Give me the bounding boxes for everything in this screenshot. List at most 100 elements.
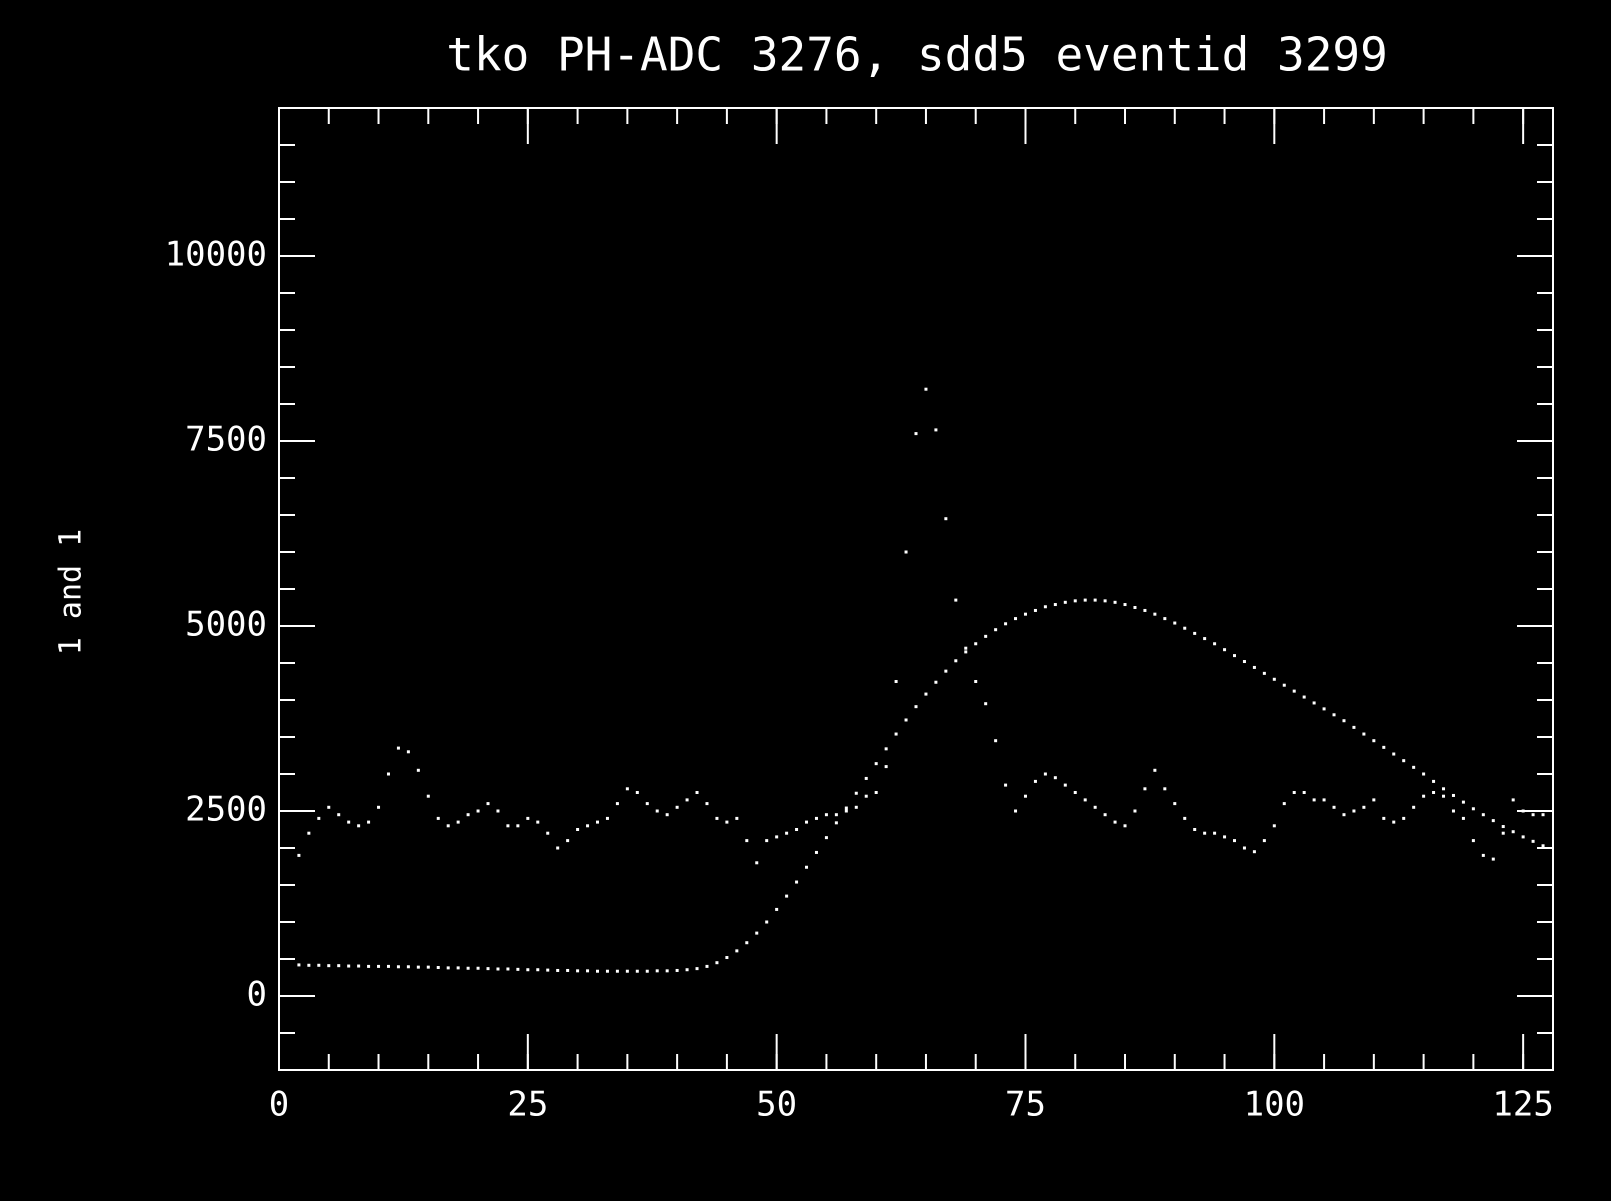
- data-point: [745, 839, 749, 843]
- data-point: [864, 794, 868, 798]
- data-point: [576, 828, 580, 831]
- data-point: [1491, 819, 1495, 823]
- data-point: [1173, 802, 1177, 806]
- data-point: [844, 806, 848, 810]
- data-point: [775, 835, 779, 839]
- y-axis-label: 1 and 1: [54, 529, 89, 655]
- data-point: [1501, 831, 1505, 835]
- data-point: [496, 809, 500, 813]
- data-point: [894, 732, 898, 736]
- data-point: [456, 820, 460, 824]
- data-point: [745, 941, 749, 945]
- data-point: [1004, 622, 1008, 626]
- data-point: [416, 965, 420, 969]
- data-point: [1143, 787, 1147, 791]
- data-point: [795, 828, 799, 831]
- data-point: [1531, 839, 1535, 843]
- data-point: [1521, 809, 1525, 813]
- data-point: [1093, 598, 1097, 602]
- data-point: [307, 963, 311, 967]
- data-point: [1223, 648, 1227, 652]
- data-point: [914, 705, 918, 709]
- data-point: [874, 791, 878, 794]
- data-point: [615, 802, 619, 806]
- data-point: [1242, 660, 1246, 664]
- data-point: [1471, 839, 1475, 843]
- data-point: [625, 969, 629, 973]
- data-point: [1262, 839, 1266, 843]
- data-point: [1302, 695, 1306, 699]
- data-point: [874, 762, 878, 766]
- data-point: [556, 968, 560, 972]
- data-point: [755, 861, 759, 865]
- data-point: [1471, 807, 1475, 811]
- data-point: [854, 791, 858, 795]
- data-point: [934, 428, 938, 432]
- data-point: [1163, 617, 1167, 621]
- data-point: [1352, 725, 1356, 729]
- data-point: [675, 805, 679, 809]
- data-point: [406, 965, 410, 969]
- data-point: [377, 964, 381, 968]
- data-point: [1033, 608, 1037, 612]
- data-point: [805, 820, 809, 824]
- data-point: [884, 765, 888, 769]
- data-point: [1372, 739, 1376, 743]
- data-point: [1511, 830, 1515, 834]
- data-point: [546, 968, 550, 972]
- data-point: [1531, 813, 1535, 817]
- data-point: [1123, 603, 1127, 607]
- data-point: [1033, 779, 1037, 783]
- data-point: [1412, 805, 1416, 809]
- chart-title: tko PH-ADC 3276, sdd5 eventid 3299: [446, 28, 1388, 82]
- data-point: [645, 969, 649, 973]
- data-point: [954, 598, 958, 602]
- data-point: [327, 964, 331, 968]
- data-point: [1143, 608, 1147, 612]
- x-tick-label: 75: [1005, 1085, 1046, 1125]
- data-point: [765, 920, 769, 924]
- data-point: [1153, 612, 1157, 616]
- data-point: [596, 969, 599, 973]
- data-point: [964, 650, 968, 654]
- data-point: [516, 967, 520, 971]
- data-point: [1242, 846, 1246, 850]
- data-point: [1113, 600, 1117, 604]
- data-point: [1023, 794, 1027, 798]
- data-point: [1203, 831, 1207, 835]
- data-point: [725, 820, 729, 824]
- data-point: [586, 969, 590, 973]
- data-point: [864, 776, 868, 780]
- data-point: [1282, 683, 1286, 687]
- data-point: [357, 824, 361, 828]
- data-point: [297, 963, 301, 967]
- data-point: [1412, 765, 1416, 769]
- data-point: [1083, 798, 1087, 802]
- data-point: [974, 680, 978, 683]
- data-point: [337, 964, 341, 968]
- data-point: [1043, 605, 1047, 609]
- data-point: [834, 821, 838, 825]
- data-point: [1332, 805, 1336, 809]
- data-point: [1481, 853, 1485, 857]
- data-point: [894, 680, 898, 683]
- data-point: [635, 969, 639, 973]
- data-point: [1123, 824, 1127, 828]
- data-point: [1322, 798, 1326, 802]
- data-point: [436, 966, 440, 970]
- data-point: [605, 816, 609, 820]
- data-point: [695, 967, 699, 971]
- data-point: [954, 659, 958, 663]
- data-point: [446, 966, 450, 970]
- data-point: [1461, 816, 1465, 820]
- data-point: [307, 831, 311, 835]
- data-point: [566, 968, 570, 972]
- data-point: [466, 966, 470, 970]
- y-tick-label: 2500: [185, 790, 267, 830]
- data-point: [1073, 791, 1077, 794]
- data-point: [715, 816, 719, 820]
- data-point: [1481, 813, 1485, 817]
- data-point: [1432, 779, 1436, 783]
- data-point: [1322, 707, 1326, 711]
- data-point: [944, 669, 948, 673]
